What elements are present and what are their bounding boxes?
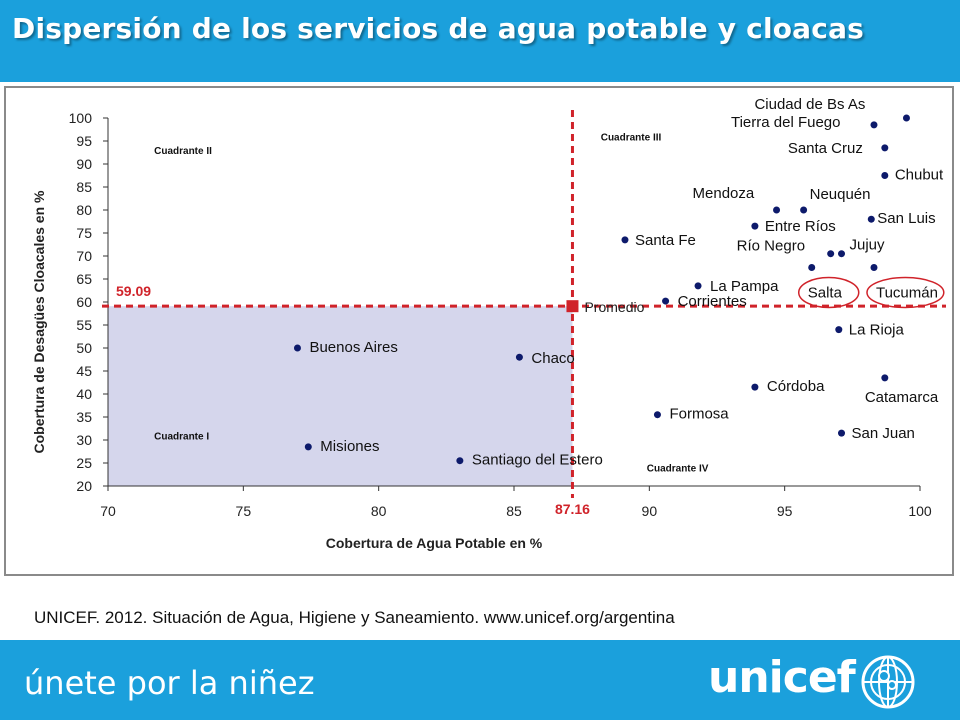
- data-point: [838, 250, 846, 258]
- x-tick-label: 100: [908, 503, 932, 519]
- point-label: Chubut: [895, 167, 944, 184]
- data-point: [881, 172, 889, 179]
- y-tick-label: 30: [76, 432, 92, 448]
- data-point: [293, 344, 301, 352]
- y-tick-label: 85: [76, 179, 92, 195]
- point-label: Santa Cruz: [788, 140, 863, 157]
- data-point: [827, 250, 835, 258]
- y-tick-label: 55: [76, 317, 92, 333]
- point-label: Ciudad de Bs As: [754, 96, 865, 113]
- brand-logo-text: unicef: [708, 652, 856, 703]
- footer-banner: [0, 640, 960, 720]
- x-axis-title: Cobertura de Agua Potable en %: [326, 535, 543, 551]
- x-tick-label: 95: [777, 503, 793, 519]
- point-label: Chaco: [531, 350, 574, 367]
- point-label: San Juan: [852, 425, 915, 442]
- y-tick-label: 80: [76, 202, 92, 218]
- point-label: Buenos Aires: [309, 339, 397, 356]
- y-tick-label: 35: [76, 409, 92, 425]
- point-label: Santiago del Estero: [472, 452, 603, 469]
- highlight-ellipse: [866, 276, 945, 309]
- y-tick-label: 95: [76, 133, 92, 149]
- data-point: [751, 222, 759, 230]
- average-label: Promedio: [584, 299, 644, 315]
- data-point: [838, 429, 846, 437]
- source-citation: UNICEF. 2012. Situación de Agua, Higiene…: [34, 608, 675, 627]
- data-point: [653, 411, 661, 419]
- y-tick-label: 45: [76, 363, 92, 379]
- point-label: Misiones: [320, 438, 379, 455]
- x-tick-label: 85: [506, 503, 522, 519]
- y-tick-label: 65: [76, 271, 92, 287]
- quadrant-label: Cuadrante III: [601, 132, 662, 143]
- point-label: Formosa: [669, 406, 729, 423]
- average-marker: [566, 300, 579, 313]
- y-tick-label: 20: [76, 478, 92, 494]
- x-tick-label: 80: [371, 503, 387, 519]
- y-tick-label: 70: [76, 248, 92, 264]
- point-label: La Rioja: [849, 322, 905, 339]
- quadrant-label: Cuadrante I: [154, 431, 209, 442]
- quadrant-i-shading: [108, 306, 573, 486]
- point-label: Corrientes: [678, 293, 747, 310]
- data-point: [881, 374, 889, 382]
- y-tick-label: 90: [76, 156, 92, 172]
- y-tick-label: 100: [69, 110, 93, 126]
- point-label: Mendoza: [693, 185, 755, 202]
- point-label: San Luis: [877, 210, 935, 227]
- data-point: [773, 206, 781, 214]
- slide-title: Dispersión de los servicios de agua pota…: [12, 12, 865, 45]
- data-point: [515, 353, 523, 361]
- quadrant-label: Cuadrante IV: [647, 464, 709, 475]
- y-tick-label: 40: [76, 386, 92, 402]
- y-tick-label: 50: [76, 340, 92, 356]
- data-point: [621, 236, 629, 244]
- point-label: Tierra del Fuego: [731, 114, 841, 131]
- data-point: [662, 297, 670, 305]
- y-tick-label: 60: [76, 294, 92, 310]
- title-banner: [0, 0, 960, 82]
- data-point: [902, 114, 910, 122]
- point-label: Catamarca: [865, 389, 939, 406]
- data-point: [694, 282, 702, 290]
- point-label: Salta: [808, 285, 843, 302]
- point-label: La Pampa: [710, 278, 779, 295]
- data-point: [808, 264, 816, 271]
- data-point: [304, 443, 312, 451]
- point-label: Entre Ríos: [765, 218, 836, 235]
- unicef-emblem-icon: [861, 655, 915, 709]
- scatter-chart: 20 25 30 35 40 45 50 55 60 65 70 75 80 85 90 95 100 70 75 8…: [31, 96, 946, 551]
- data-point: [881, 144, 889, 152]
- footer-tagline: únete por la niñez: [24, 664, 315, 702]
- y-tick-label: 25: [76, 455, 92, 471]
- x-tick-label: 75: [236, 503, 252, 519]
- point-label: Jujuy: [850, 237, 886, 254]
- highlight-ellipse: [797, 276, 860, 309]
- chart-frame: 20 25 30 35 40 45 50 55 60 65 70 75 80 85 90 95 100 70 75 8…: [4, 86, 954, 576]
- point-label: Río Negro: [737, 238, 805, 255]
- average-x-value-label: 87.16: [555, 501, 590, 517]
- data-point: [870, 264, 878, 271]
- data-point: [870, 121, 878, 129]
- point-label: Tucumán: [876, 285, 938, 302]
- x-tick-label: 70: [100, 503, 116, 519]
- point-label: Neuquén: [810, 186, 871, 203]
- data-point: [751, 383, 759, 391]
- x-tick-label: 90: [642, 503, 658, 519]
- data-point: [867, 215, 875, 223]
- data-point: [456, 457, 464, 465]
- y-axis-title: Cobertura de Desagües Cloacales en %: [31, 190, 47, 454]
- data-point: [835, 326, 843, 334]
- quadrant-label: Cuadrante II: [154, 146, 212, 157]
- y-tick-label: 75: [76, 225, 92, 241]
- point-label: Santa Fe: [635, 232, 696, 249]
- data-point: [800, 206, 808, 214]
- point-label: Córdoba: [767, 378, 825, 395]
- average-y-value-label: 59.09: [116, 283, 151, 299]
